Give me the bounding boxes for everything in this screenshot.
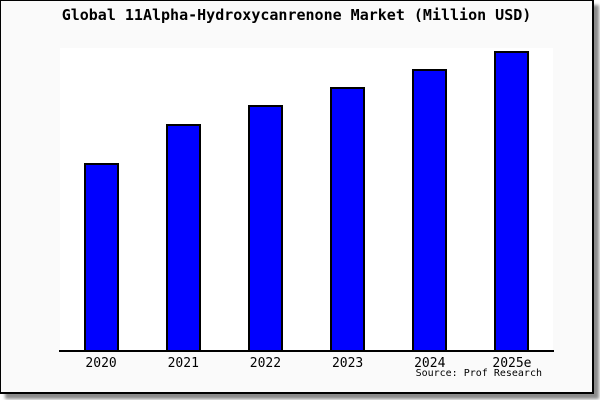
x-axis-labels: 2020 2021 2022 2023 2024 2025e: [60, 356, 553, 371]
bar-slot: [142, 48, 224, 350]
x-tick-label: 2020: [85, 356, 117, 371]
x-tick-label: 2025e: [492, 356, 532, 371]
chart-title: Global 11Alpha-Hydroxycanrenone Market (…: [61, 6, 532, 24]
plot-area: [60, 48, 553, 350]
bar-2021: [165, 123, 201, 350]
source-credit: Source: Prof Research: [415, 368, 542, 379]
bars-row: [60, 48, 553, 350]
bar-slot: [471, 48, 553, 350]
x-tick-label: 2024: [414, 356, 446, 371]
x-tick-label: 2021: [167, 356, 199, 371]
bar-2024: [412, 69, 448, 350]
x-axis-line: [59, 350, 554, 352]
bar-2025e: [494, 51, 530, 350]
bar-slot: [224, 48, 306, 350]
bar-2022: [247, 105, 283, 350]
bar-2020: [83, 162, 119, 350]
x-tick-label: 2023: [331, 356, 364, 371]
bar-2023: [330, 87, 366, 350]
x-tick-label: 2022: [249, 356, 282, 371]
bar-slot: [60, 48, 142, 350]
bar-slot: [307, 48, 389, 350]
chart-panel: Global 11Alpha-Hydroxycanrenone Market (…: [0, 0, 594, 394]
bar-slot: [389, 48, 471, 350]
